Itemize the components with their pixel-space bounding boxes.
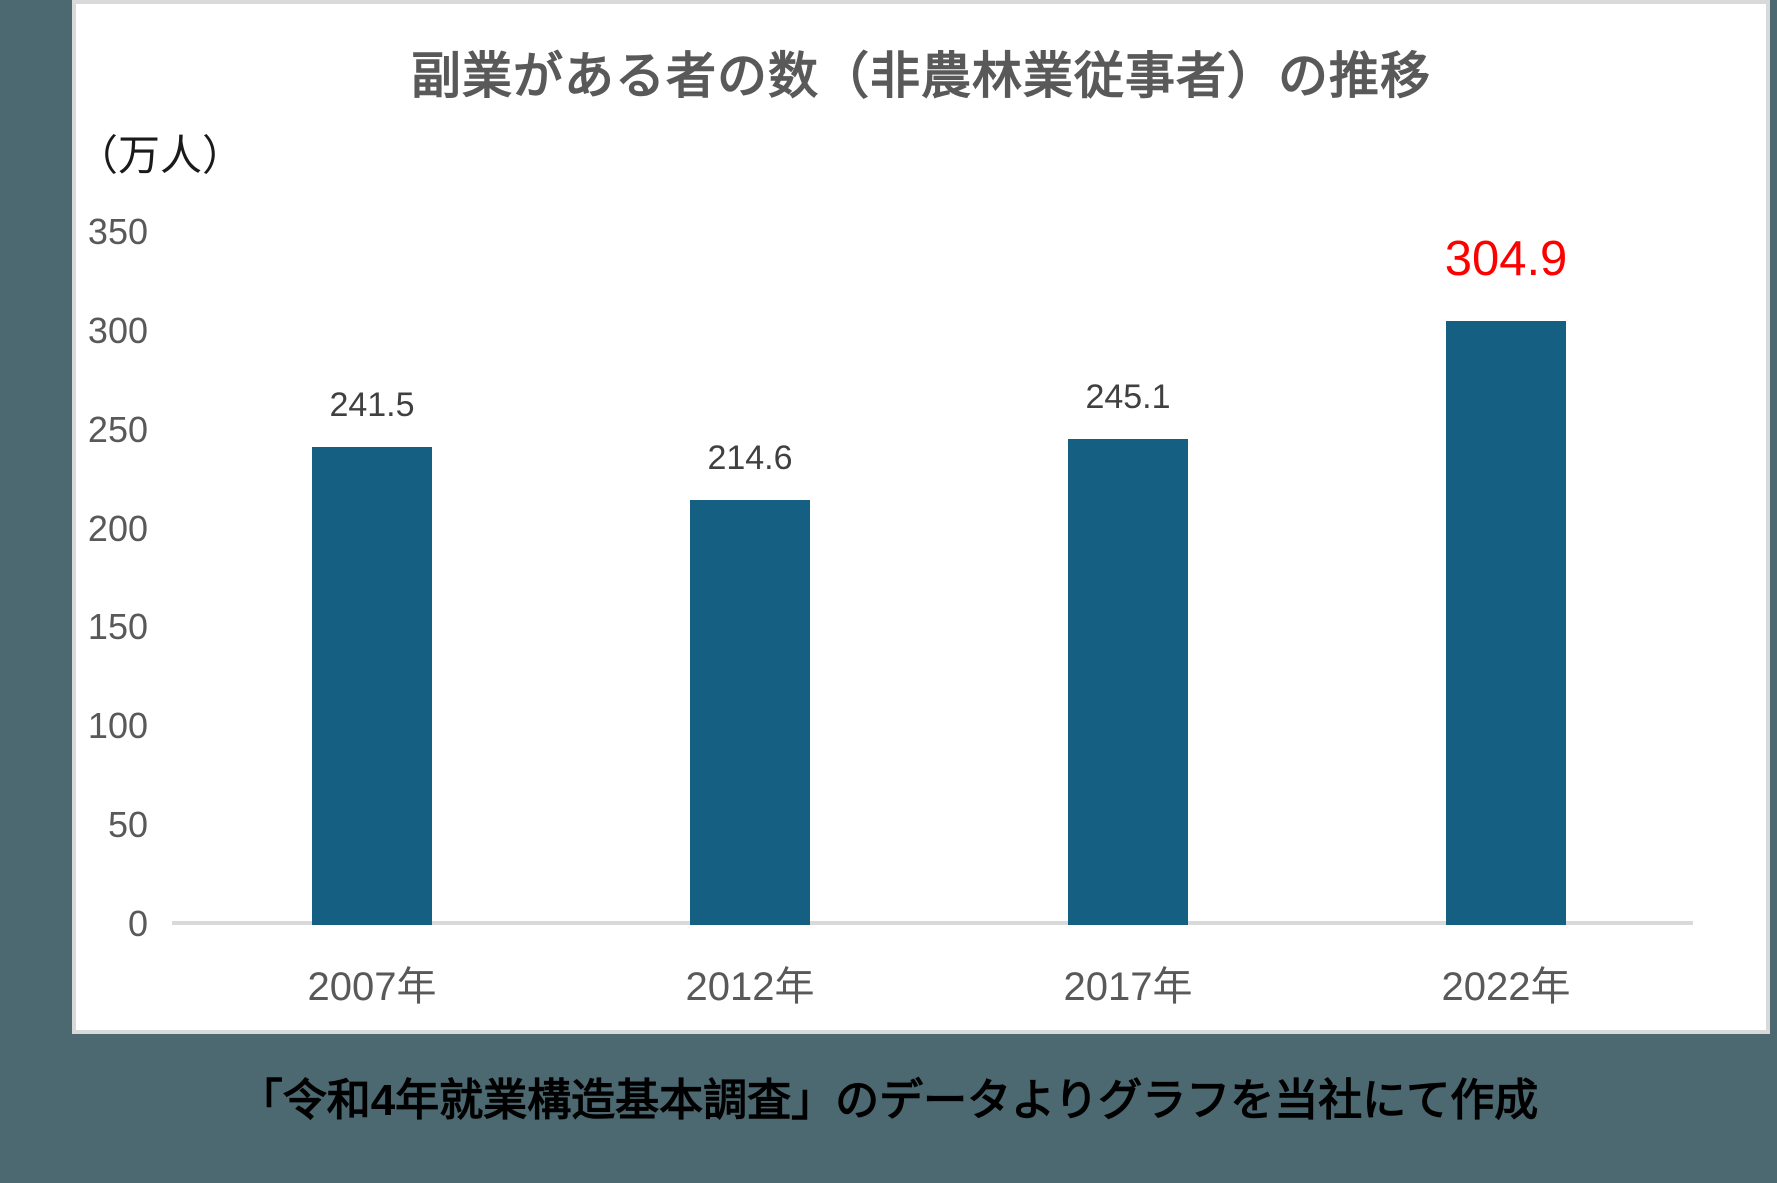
- bar: [312, 446, 432, 925]
- x-axis-line: [172, 921, 1693, 925]
- y-axis-tick-label: 250: [87, 408, 148, 450]
- bar-value-label: 241.5: [329, 385, 415, 424]
- x-axis-category-label: 2022年: [1441, 965, 1571, 1009]
- x-axis-category-label: 2012年: [685, 965, 815, 1009]
- bar-value-label: 304.9: [1444, 232, 1568, 287]
- bar-value-label: 245.1: [1085, 378, 1171, 417]
- bar: [690, 499, 810, 925]
- bar-value-label: 214.6: [707, 438, 793, 477]
- y-axis-tick-label: 0: [127, 903, 148, 944]
- y-axis-tick-label: 50: [107, 804, 148, 846]
- y-axis-unit-label: （万人）: [76, 132, 245, 179]
- bar: [1446, 321, 1566, 925]
- y-axis-tick-label: 200: [87, 507, 148, 549]
- bar: [1068, 439, 1188, 925]
- y-axis-tick-label: 350: [87, 211, 148, 253]
- x-axis-category-label: 2017年: [1063, 965, 1193, 1009]
- chart-panel: 副業がある者の数（非農林業従事者）の推移 （万人） 0 50 100 150 200 25…: [72, 0, 1770, 1034]
- x-axis-category-label: 2007年: [307, 965, 437, 1009]
- y-axis-tick-label: 100: [87, 705, 148, 747]
- y-axis-tick-label: 300: [87, 309, 148, 351]
- source-caption: 「令和4年就業構造基本調査」のデータよりグラフを当社にて作成: [238, 1076, 1539, 1125]
- y-axis-tick-label: 150: [87, 606, 148, 648]
- chart-title: 副業がある者の数（非農林業従事者）の推移: [411, 48, 1431, 104]
